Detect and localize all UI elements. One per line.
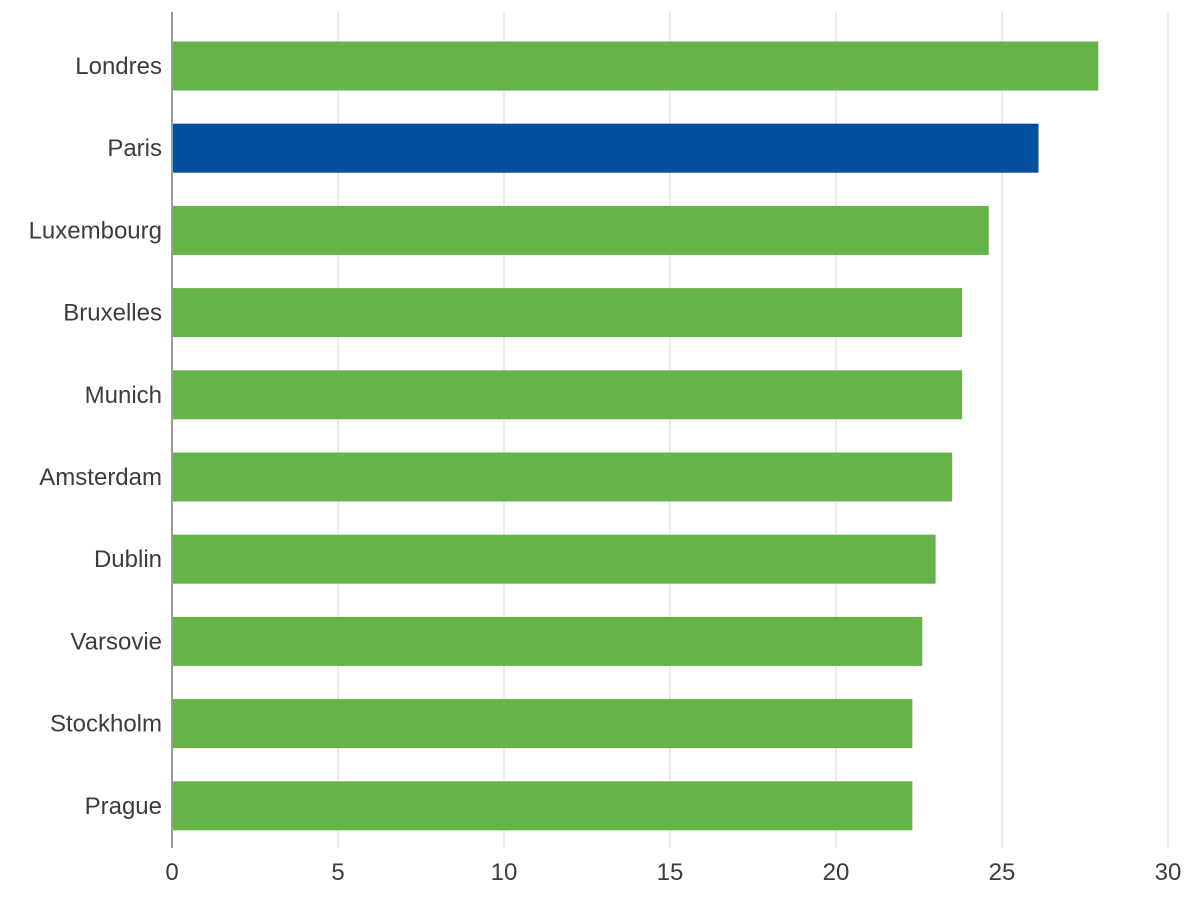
category-labels: Londres Paris Luxembourg Bruxelles Munich Ams… [29, 53, 162, 820]
category-label-stockholm: Stockholm [50, 711, 162, 738]
category-label-varsovie: Varsovie [70, 628, 162, 655]
x-tick-5: 5 [331, 859, 344, 886]
category-label-bruxelles: Bruxelles [63, 300, 162, 327]
category-label-dublin: Dublin [94, 546, 162, 573]
category-label-munich: Munich [85, 382, 162, 409]
bar-paris [173, 123, 1039, 173]
x-tick-0: 0 [165, 859, 178, 886]
category-label-amsterdam: Amsterdam [39, 464, 162, 491]
category-label-londres: Londres [75, 53, 162, 80]
category-label-prague: Prague [85, 793, 162, 820]
bar-bruxelles [173, 288, 963, 338]
bar-londres [173, 41, 1099, 91]
bar-prague [173, 781, 913, 831]
bar-munich [173, 370, 963, 420]
x-tick-15: 15 [657, 859, 684, 886]
x-tick-30: 30 [1155, 859, 1182, 886]
x-tick-25: 25 [989, 859, 1016, 886]
bar-varsovie [173, 616, 923, 666]
bar-amsterdam [173, 452, 953, 502]
category-label-paris: Paris [107, 135, 162, 162]
bar-luxembourg [173, 205, 989, 255]
bar-dublin [173, 534, 936, 584]
category-label-luxembourg: Luxembourg [29, 217, 162, 244]
bar-stockholm [173, 699, 913, 749]
x-tick-20: 20 [823, 859, 850, 886]
x-tick-10: 10 [491, 859, 518, 886]
x-tick-labels: 0 5 10 15 20 25 30 [165, 859, 1181, 886]
bars [173, 41, 1099, 831]
